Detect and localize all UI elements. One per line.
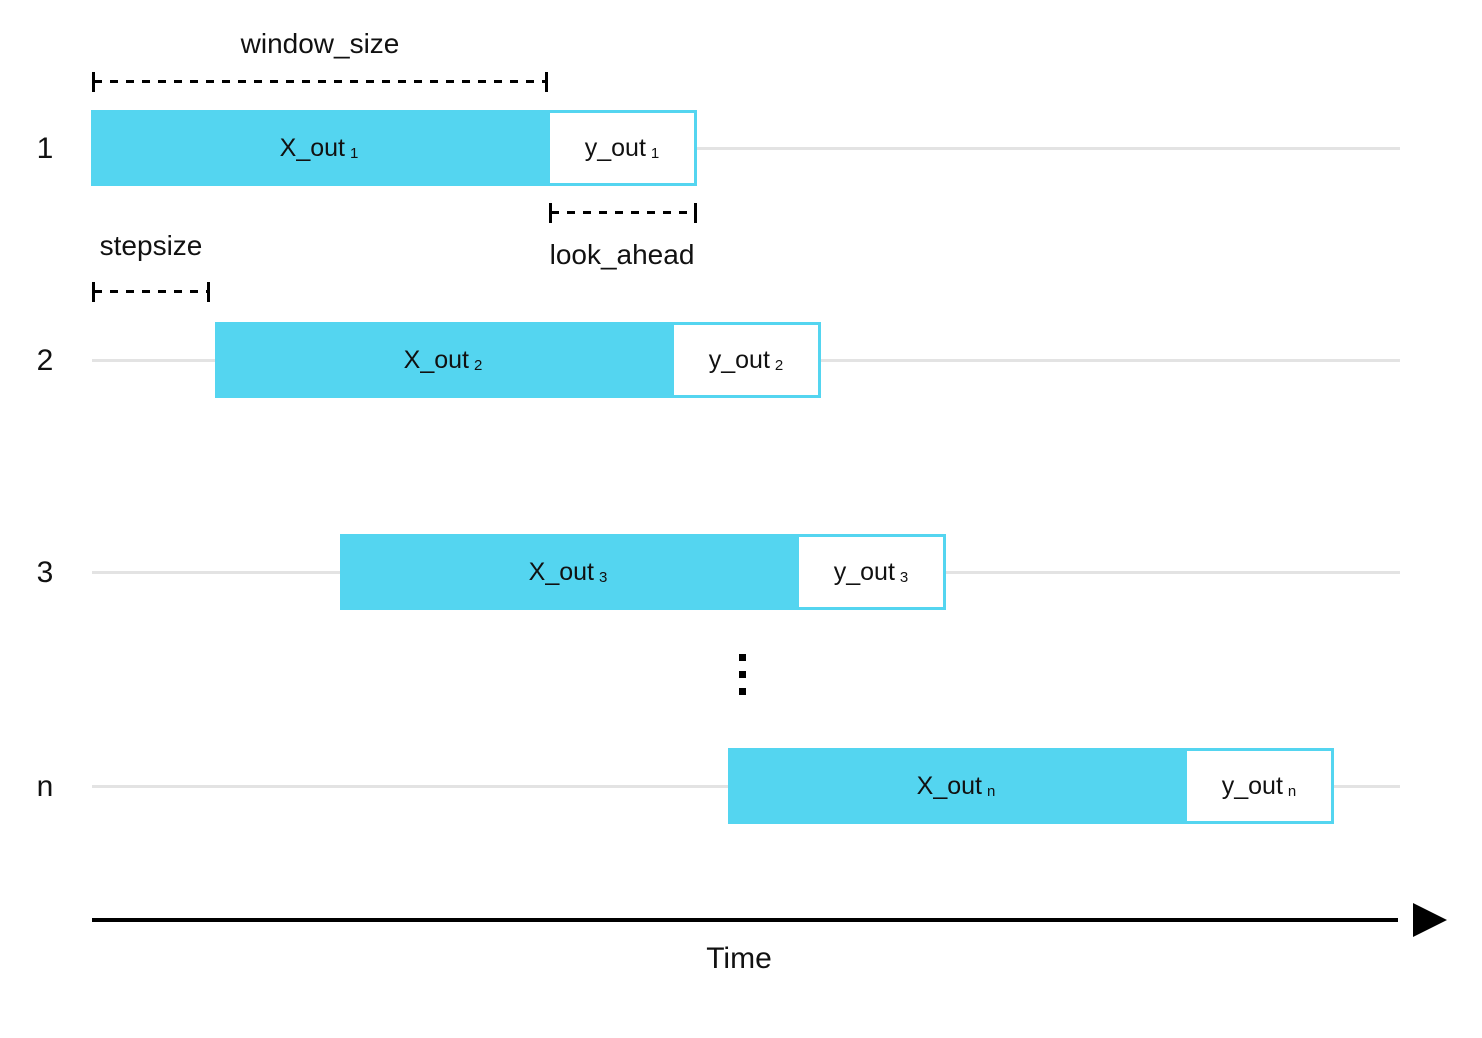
x-window-subscript: 1 [350, 144, 359, 162]
y-target-subscript: 3 [899, 568, 909, 586]
x-window-segment: X_out 2 [215, 322, 671, 398]
look-ahead-bracket [549, 203, 697, 223]
x-window-segment: X_out n [728, 748, 1184, 824]
x-window-label: X_out 2 [404, 346, 483, 375]
bracket-tick-left [92, 72, 95, 92]
y-target-label: y_out 1 [585, 134, 660, 163]
y-target-label: y_out 2 [709, 346, 784, 375]
y-target-segment: y_out 1 [547, 110, 697, 186]
ellipsis-dot [739, 671, 746, 678]
time-axis-label: Time [706, 942, 772, 975]
x-window-segment: X_out 3 [340, 534, 796, 610]
x-window-text: X_out [403, 345, 469, 374]
window-bar: X_out 3 y_out 3 [340, 534, 946, 610]
look-ahead-label: look_ahead [549, 239, 695, 270]
y-target-text: y_out [833, 557, 895, 586]
bracket-tick-left [92, 282, 95, 302]
x-window-text: X_out [916, 771, 982, 800]
vertical-ellipsis-icon [739, 654, 746, 695]
time-axis-arrow-icon [1413, 903, 1447, 937]
bracket-dash-line [94, 290, 208, 293]
stepsize-label: stepsize [99, 230, 203, 261]
x-window-segment: X_out 1 [91, 110, 547, 186]
bracket-tick-right [694, 203, 697, 223]
bracket-tick-right [545, 72, 548, 92]
x-window-subscript: 3 [599, 568, 608, 586]
x-window-label: X_out 3 [529, 558, 608, 587]
row-index-label: 2 [36, 344, 54, 377]
x-window-text: X_out [279, 133, 345, 162]
y-target-text: y_out [1221, 771, 1283, 800]
x-window-label: X_out n [917, 772, 996, 801]
bracket-dash-line [551, 211, 695, 214]
y-target-label: y_out 3 [834, 558, 909, 587]
y-target-subscript: 1 [650, 144, 660, 162]
window-size-label: window_size [240, 28, 400, 59]
x-window-label: X_out 1 [280, 134, 359, 163]
row-index-label: n [36, 770, 54, 803]
bracket-dash-line [94, 80, 546, 83]
row-index-label: 1 [36, 132, 54, 165]
stepsize-bracket [92, 282, 210, 302]
y-target-label: y_out n [1222, 772, 1297, 801]
timeline-row-line [92, 147, 1400, 150]
ellipsis-dot [739, 654, 746, 661]
bracket-tick-left [549, 203, 552, 223]
x-window-subscript: n [987, 782, 996, 800]
y-target-subscript: 2 [774, 356, 784, 374]
bracket-tick-right [207, 282, 210, 302]
window-size-bracket [92, 72, 548, 92]
x-window-text: X_out [528, 557, 594, 586]
y-target-text: y_out [708, 345, 770, 374]
ellipsis-dot [739, 688, 746, 695]
y-target-segment: y_out n [1184, 748, 1334, 824]
y-target-subscript: n [1287, 782, 1297, 800]
y-target-text: y_out [584, 133, 646, 162]
y-target-segment: y_out 3 [796, 534, 946, 610]
window-bar: X_out n y_out n [728, 748, 1334, 824]
window-bar: X_out 2 y_out 2 [215, 322, 821, 398]
y-target-segment: y_out 2 [671, 322, 821, 398]
row-index-label: 3 [36, 556, 54, 589]
x-window-subscript: 2 [474, 356, 483, 374]
window-bar: X_out 1 y_out 1 [91, 110, 697, 186]
time-axis-line [92, 918, 1398, 922]
